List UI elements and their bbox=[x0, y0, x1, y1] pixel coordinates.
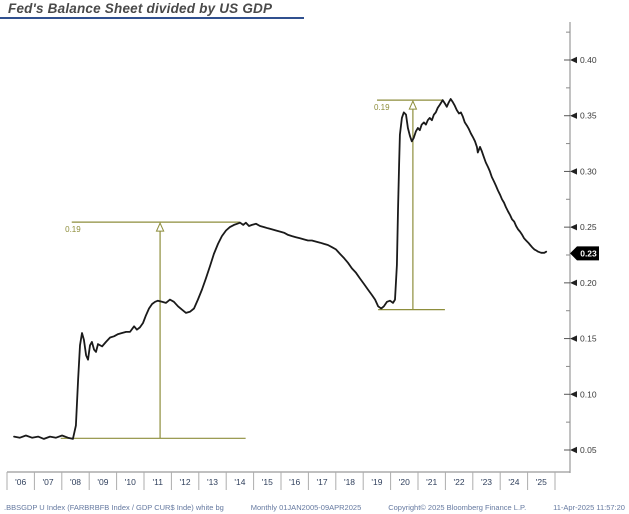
page-title: Fed's Balance Sheet divided by US GDP bbox=[8, 1, 273, 16]
measure-value-label: 0.19 bbox=[374, 103, 390, 112]
y-tick-arrow-icon bbox=[570, 446, 577, 454]
y-tick-label: 0.10 bbox=[580, 389, 597, 399]
measure-annotation: 0.19 bbox=[60, 221, 246, 439]
y-tick-label: 0.25 bbox=[580, 222, 597, 232]
x-tick-label: '08 bbox=[70, 477, 81, 487]
x-tick-label: '19 bbox=[371, 477, 382, 487]
x-tick-label: '15 bbox=[262, 477, 273, 487]
copyright: Copyright© 2025 Bloomberg Finance L.P. bbox=[388, 503, 527, 512]
up-arrow-icon bbox=[155, 221, 165, 232]
x-tick-label: '24 bbox=[508, 477, 519, 487]
badge-value: 0.23 bbox=[580, 248, 597, 258]
y-tick-label: 0.15 bbox=[580, 334, 597, 344]
price-line bbox=[13, 98, 548, 440]
x-tick-label: '20 bbox=[399, 477, 410, 487]
y-tick-label: 0.40 bbox=[580, 55, 597, 65]
y-tick-arrow-icon bbox=[570, 112, 577, 119]
timestamp: 11-Apr-2025 11:57:20 bbox=[553, 503, 625, 512]
x-tick-label: '10 bbox=[125, 477, 136, 487]
y-tick-label: 0.30 bbox=[580, 166, 597, 176]
x-tick-label: '17 bbox=[317, 477, 328, 487]
chart-footer: .BBSGDP U Index (FARBRBFB Index / GDP CU… bbox=[4, 503, 625, 512]
y-tick-arrow-icon bbox=[570, 391, 577, 398]
measure-value-label: 0.19 bbox=[65, 225, 81, 234]
x-tick-label: '06 bbox=[15, 477, 26, 487]
x-tick-label: '23 bbox=[481, 477, 492, 487]
x-tick-label: '21 bbox=[426, 477, 437, 487]
x-tick-label: '13 bbox=[207, 477, 218, 487]
y-tick-arrow-icon bbox=[570, 335, 577, 342]
x-tick-label: '25 bbox=[536, 477, 547, 487]
y-tick-arrow-icon bbox=[570, 168, 577, 175]
measure-annotation: 0.19 bbox=[374, 99, 445, 311]
date-range: Monthly 01JAN2005-09APR2025 bbox=[250, 503, 362, 512]
y-tick-arrow-icon bbox=[570, 223, 577, 231]
y-tick-label: 0.35 bbox=[580, 111, 597, 121]
chart-plot-area[interactable] bbox=[8, 22, 570, 472]
x-tick-label: '11 bbox=[152, 477, 163, 487]
y-tick-label: 0.20 bbox=[580, 278, 597, 288]
x-tick-label: '22 bbox=[454, 477, 465, 487]
x-tick-label: '18 bbox=[344, 477, 355, 487]
x-tick-label: '14 bbox=[234, 477, 245, 487]
x-tick-label: '09 bbox=[97, 477, 108, 487]
x-tick-label: '07 bbox=[43, 477, 54, 487]
y-tick-arrow-icon bbox=[570, 56, 577, 64]
ticker-info: .BBSGDP U Index (FARBRBFB Index / GDP CU… bbox=[4, 503, 224, 512]
x-tick-label: '12 bbox=[180, 477, 191, 487]
up-arrow-icon bbox=[408, 99, 418, 110]
last-value-badge: 0.23 bbox=[570, 246, 599, 261]
y-tick-arrow-icon bbox=[570, 279, 577, 287]
title-underline bbox=[0, 17, 304, 19]
y-axis: 0.40 0.35 0.30 0.25 0.20 0.15 0.10 0.05 bbox=[564, 22, 597, 473]
y-tick-label: 0.05 bbox=[580, 445, 597, 455]
badge-shape bbox=[570, 246, 599, 261]
x-tick-label: '16 bbox=[289, 477, 300, 487]
x-axis: '06 '07 '08 '09 '10 '11 '12 '13 '14 '15 '16 '17 '18 '… bbox=[6, 471, 570, 490]
